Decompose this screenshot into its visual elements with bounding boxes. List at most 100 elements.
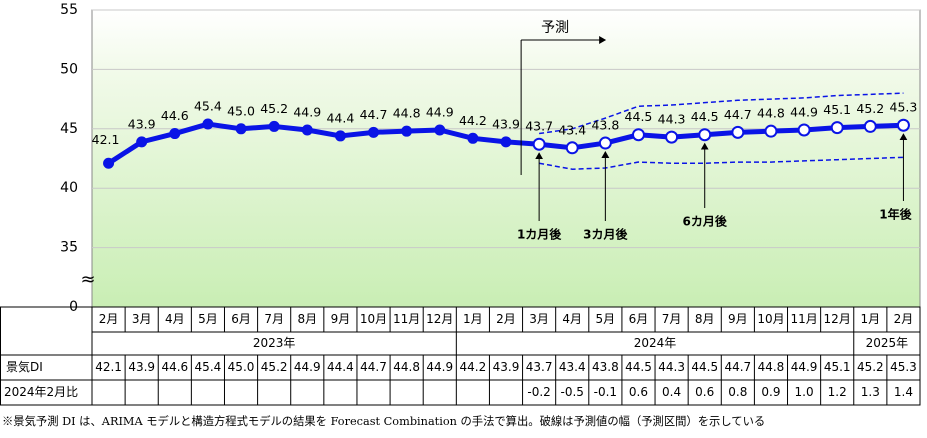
table-di: 43.9	[128, 360, 155, 374]
annotation: 1カ月後	[517, 227, 562, 242]
value-label: 45.2	[260, 101, 288, 116]
table-diff: -0.5	[561, 385, 584, 399]
di-point	[797, 123, 811, 137]
x-tick-label: 5月	[596, 312, 616, 326]
value-label: 43.9	[492, 116, 520, 131]
x-tick-label: 6月	[629, 312, 649, 326]
table-di: 45.2	[857, 360, 884, 374]
table-di: 44.8	[758, 360, 785, 374]
plot-area	[91, 9, 921, 308]
di-point	[368, 126, 380, 138]
x-tick-label: 11月	[393, 312, 420, 326]
table-diff: 1.4	[894, 385, 913, 399]
di-point	[598, 136, 612, 150]
x-tick-label: 2月	[894, 312, 914, 326]
table-di: 44.3	[658, 360, 685, 374]
table-diff: 0.8	[728, 385, 747, 399]
value-label: 44.9	[426, 104, 454, 119]
table-di: 45.3	[890, 360, 917, 374]
x-tick-label: 4月	[165, 312, 185, 326]
x-tick-label: 7月	[662, 312, 682, 326]
di-point	[896, 118, 910, 132]
year-label: 2024年	[634, 336, 677, 350]
x-tick-label: 3月	[529, 312, 549, 326]
value-label: 44.9	[790, 104, 818, 119]
table-di: 42.1	[95, 360, 122, 374]
table-diff: 1.2	[828, 385, 847, 399]
value-label: 44.8	[393, 106, 421, 121]
table-di: 44.4	[327, 360, 354, 374]
table-di: 44.6	[161, 360, 188, 374]
y-tick-label: 55	[60, 2, 78, 18]
table-diff: 0.6	[695, 385, 714, 399]
x-tick-label: 11月	[790, 312, 817, 326]
table-di: 44.9	[426, 360, 453, 374]
di-point	[136, 136, 148, 148]
value-label: 45.3	[890, 100, 918, 115]
di-point	[202, 118, 214, 130]
table-diff: 0.9	[761, 385, 780, 399]
value-label: 44.5	[625, 109, 653, 124]
x-tick-label: 3月	[132, 312, 152, 326]
di-point	[532, 137, 546, 151]
y-tick-label: 40	[60, 180, 78, 196]
x-tick-label: 8月	[695, 312, 715, 326]
table-di: 44.7	[360, 360, 387, 374]
x-tick-label: 5月	[198, 312, 218, 326]
y-tick-label: 35	[60, 240, 78, 256]
value-label: 45.0	[227, 103, 255, 118]
di-point	[103, 157, 115, 169]
value-label: 44.4	[326, 110, 354, 125]
table-di: 44.2	[460, 360, 487, 374]
x-tick-label: 7月	[264, 312, 284, 326]
di-point	[169, 128, 181, 140]
annotation: 6カ月後	[683, 214, 728, 229]
forecast-label: 予測	[541, 20, 569, 36]
di-point	[731, 125, 745, 139]
table-di: 44.8	[393, 360, 420, 374]
x-tick-label: 4月	[562, 312, 582, 326]
di-point	[301, 124, 313, 136]
di-point	[665, 130, 679, 144]
y-tick-label: 45	[60, 121, 78, 137]
axis-break: ≈	[80, 269, 95, 290]
di-point	[467, 132, 479, 144]
row-label: 景気DI	[6, 359, 43, 374]
table-di: 43.9	[493, 360, 520, 374]
table-di: 44.7	[724, 360, 751, 374]
x-tick-label: 1月	[463, 312, 483, 326]
value-label: 44.3	[658, 112, 686, 127]
value-label: 45.4	[194, 99, 222, 114]
value-label: 44.9	[293, 104, 321, 119]
interval-line	[539, 92, 904, 135]
value-label: 44.2	[459, 113, 487, 128]
table-diff: 0.4	[662, 385, 681, 399]
y-tick-label: 50	[60, 61, 78, 77]
value-label: 43.4	[558, 122, 586, 137]
value-label: 44.5	[691, 109, 719, 124]
row-label: 2024年2月比	[4, 385, 78, 399]
table-diff: -0.2	[527, 385, 550, 399]
x-tick-label: 1月	[860, 312, 880, 326]
di-point	[500, 136, 512, 148]
annotation: 3カ月後	[583, 227, 628, 242]
x-tick-label: 10月	[757, 312, 784, 326]
year-label: 2023年	[253, 336, 296, 350]
di-point	[401, 125, 413, 137]
value-label: 44.7	[724, 107, 752, 122]
table-di: 45.4	[195, 360, 222, 374]
value-label: 45.1	[823, 102, 851, 117]
table-di: 43.8	[592, 360, 619, 374]
x-tick-label: 9月	[728, 312, 748, 326]
di-point	[434, 124, 446, 136]
di-point	[764, 124, 778, 138]
table-diff: -0.1	[594, 385, 617, 399]
di-point	[565, 141, 579, 155]
di-point	[334, 130, 346, 142]
x-tick-label: 8月	[297, 312, 317, 326]
value-label: 42.1	[92, 132, 120, 147]
interval-line	[538, 156, 904, 170]
table-di: 44.5	[691, 360, 718, 374]
table-diff: 1.0	[795, 385, 814, 399]
